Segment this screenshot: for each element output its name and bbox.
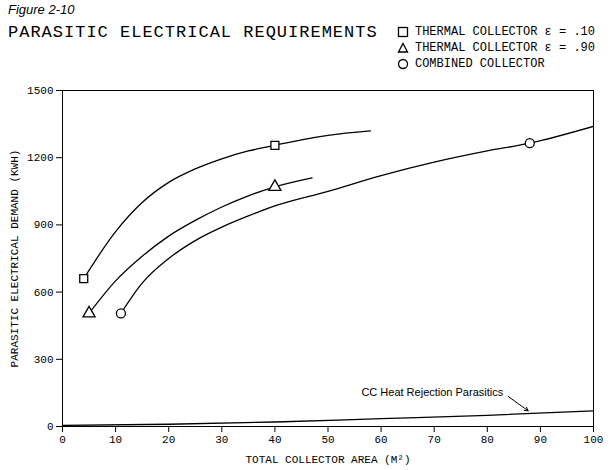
svg-text:80: 80 [481,434,494,446]
svg-text:50: 50 [321,434,334,446]
html-text:Figure 2-10: Figure 2-10 [8,2,75,17]
html-text:THERMAL COLLECTOR ε = .10: THERMAL COLLECTOR ε = .10 [415,25,595,39]
html-text:PARASITIC ELECTRICAL REQUIREME: PARASITIC ELECTRICAL REQUIREMENTS [8,23,378,42]
svg-text:300: 300 [34,354,54,366]
svg-text:90: 90 [534,434,547,446]
svg-text:600: 600 [34,287,54,299]
svg-text:100: 100 [584,434,604,446]
svg-text:CC Heat Rejection Parasitics: CC Heat Rejection Parasitics [361,386,503,398]
svg-text:PARASITIC ELECTRICAL DEMAND (K: PARASITIC ELECTRICAL DEMAND (KWH) [9,150,21,368]
svg-text:1200: 1200 [27,152,53,164]
svg-text:60: 60 [374,434,387,446]
svg-text:40: 40 [268,434,281,446]
svg-text:0: 0 [59,434,66,446]
svg-text:TOTAL COLLECTOR AREA (M²): TOTAL COLLECTOR AREA (M²) [245,454,410,466]
html-text:COMBINED COLLECTOR: COMBINED COLLECTOR [415,57,545,71]
svg-text:0: 0 [47,421,54,433]
svg-text:1500: 1500 [27,85,53,97]
svg-text:70: 70 [428,434,441,446]
svg-text:30: 30 [215,434,228,446]
svg-text:20: 20 [162,434,175,446]
html-text:THERMAL COLLECTOR ε = .90: THERMAL COLLECTOR ε = .90 [415,41,595,55]
svg-text:900: 900 [34,219,54,231]
svg-text:10: 10 [109,434,122,446]
